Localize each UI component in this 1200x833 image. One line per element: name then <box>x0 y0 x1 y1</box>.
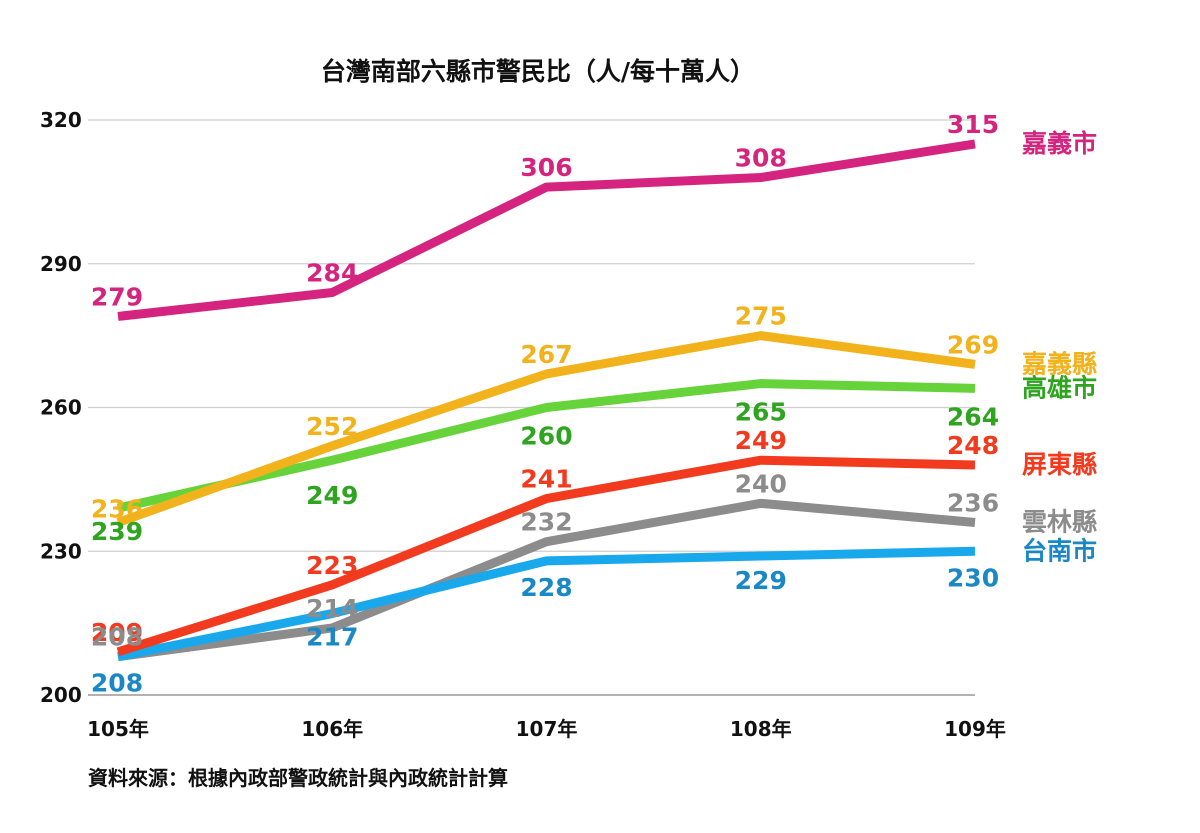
data-label: 248 <box>947 431 999 460</box>
series-label: 高雄市 <box>1022 373 1097 402</box>
series-label: 嘉義縣 <box>1022 349 1097 378</box>
data-label: 208 <box>91 669 143 698</box>
series-label: 屏東縣 <box>1022 450 1097 479</box>
data-label: 239 <box>91 517 143 546</box>
data-label: 265 <box>735 398 787 427</box>
series-line <box>117 379 976 513</box>
series-label: 嘉義市 <box>1022 129 1097 158</box>
data-label: 260 <box>520 422 572 451</box>
data-label: 209 <box>91 618 143 647</box>
data-label: 279 <box>91 282 143 311</box>
series-line <box>116 455 976 657</box>
series-label: 台南市 <box>1022 536 1097 565</box>
y-tick-label: 200 <box>40 683 82 707</box>
series-line <box>116 331 976 527</box>
data-label: 217 <box>306 623 358 652</box>
data-label: 232 <box>520 508 572 537</box>
data-label: 240 <box>735 469 787 498</box>
y-tick-label: 290 <box>40 252 82 276</box>
data-label: 229 <box>735 566 787 595</box>
series-lines <box>116 139 976 662</box>
series-line <box>117 498 976 662</box>
y-axis-ticks: 200 230 260 290 320 <box>40 108 82 707</box>
data-label: 236 <box>947 489 999 518</box>
x-tick-label: 105年 <box>87 717 149 741</box>
series-label: 雲林縣 <box>1022 508 1097 537</box>
x-tick-label: 108年 <box>730 717 792 741</box>
data-label: 264 <box>947 402 999 431</box>
data-label: 252 <box>306 412 358 441</box>
data-label: 249 <box>306 481 358 510</box>
data-label: 267 <box>520 340 572 369</box>
data-label: 308 <box>735 144 787 173</box>
data-labels: 279 284 306 308 315 236 252 267 275 269 239 249 260 2… <box>91 110 999 698</box>
data-label: 223 <box>306 551 358 580</box>
data-label: 214 <box>306 594 358 623</box>
x-tick-label: 109年 <box>944 717 1006 741</box>
data-label: 230 <box>947 563 999 592</box>
data-label: 208 <box>91 623 143 652</box>
y-tick-label: 320 <box>40 108 82 132</box>
x-axis-ticks: 105年 106年 107年 108年 109年 <box>87 717 1006 741</box>
data-label: 306 <box>520 153 572 182</box>
y-tick-label: 230 <box>40 539 82 563</box>
series-line <box>117 546 976 662</box>
source-note: 資料來源：根據內政部警政統計與內政統計計算 <box>88 766 508 790</box>
data-label: 241 <box>520 465 572 494</box>
data-label: 249 <box>735 426 787 455</box>
data-label: 236 <box>91 495 143 524</box>
x-tick-label: 106年 <box>301 717 363 741</box>
series-line <box>117 139 976 321</box>
data-label: 315 <box>947 110 999 139</box>
data-label: 269 <box>947 330 999 359</box>
chart-title: 台灣南部六縣市警民比（人/每十萬人） <box>321 57 755 86</box>
data-label: 228 <box>520 573 572 602</box>
x-tick-label: 107年 <box>516 717 578 741</box>
y-tick-label: 260 <box>40 396 82 420</box>
data-label: 284 <box>306 259 358 288</box>
data-label: 275 <box>735 302 787 331</box>
